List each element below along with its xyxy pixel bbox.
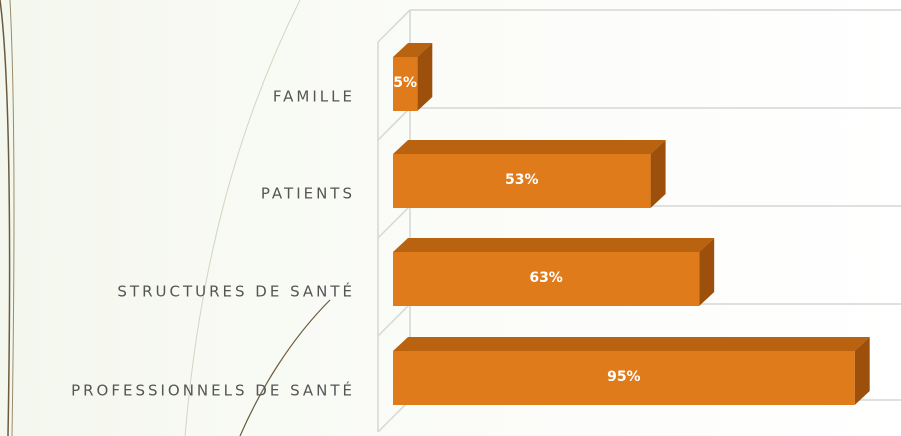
bar-side — [650, 140, 666, 208]
value-label: 63% — [529, 270, 563, 286]
bar-side — [699, 238, 715, 306]
decor — [0, 0, 331, 436]
bar-top — [393, 337, 870, 351]
bar-side — [854, 337, 870, 405]
bar — [393, 351, 855, 405]
bar-top — [393, 43, 433, 57]
category-label: STRUCTURES DE SANTÉ — [117, 282, 355, 301]
value-label: 5% — [393, 75, 417, 91]
bar-side — [417, 43, 433, 111]
bar — [393, 154, 651, 208]
value-label: 53% — [505, 172, 539, 188]
category-label: PATIENTS — [261, 185, 355, 203]
bar-top — [393, 140, 666, 154]
value-label: 95% — [607, 369, 641, 385]
bar-top — [393, 238, 715, 252]
bar — [393, 252, 700, 306]
category-label: FAMILLE — [273, 88, 355, 106]
bar — [393, 57, 418, 111]
category-label: PROFESSIONNELS DE SANTÉ — [71, 381, 355, 400]
